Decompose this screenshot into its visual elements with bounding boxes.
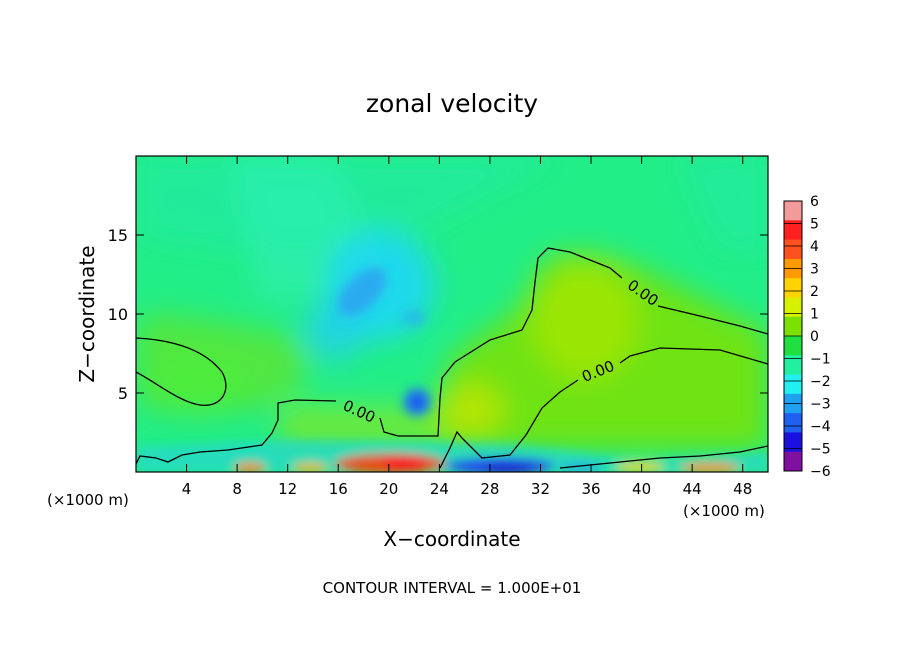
- colorbar-label: −3: [810, 397, 831, 413]
- colorbar-segment: [784, 201, 802, 221]
- y-axis-ticks: 5 10 15: [108, 226, 768, 403]
- colorbar-segment: [784, 432, 802, 453]
- contour-interval-note: CONTOUR INTERVAL = 1.000E+01: [323, 579, 582, 597]
- x-axis-ticks: 4 8 12 16 20 24 28 32 36 40 44 48: [182, 156, 752, 498]
- colorbar-segment: [784, 220, 802, 241]
- colorbar-segment: [784, 278, 802, 298]
- colorbar-label: 0: [810, 329, 819, 345]
- contour-left-lobe: [136, 337, 227, 406]
- colorbar-label: −5: [810, 442, 831, 458]
- x-tick-label: 20: [379, 480, 398, 498]
- x-tick-label: 44: [683, 480, 702, 498]
- colorbar-segment: [784, 316, 802, 337]
- colorbar-label: −6: [810, 464, 831, 480]
- plot-area: 0.00 0.00 0.00: [136, 156, 768, 472]
- colorbar-label: 5: [810, 217, 819, 233]
- colorbar-segment: [784, 374, 802, 395]
- x-tick-label: 8: [232, 480, 242, 498]
- x-tick-label: 24: [430, 480, 449, 498]
- colorbar-segment: [784, 297, 802, 318]
- x-tick-label: 32: [531, 480, 550, 498]
- x-tick-label: 40: [632, 480, 651, 498]
- colorbar-segment: [784, 413, 802, 433]
- x-tick-label: 12: [278, 480, 297, 498]
- colorbar-segment: [784, 451, 802, 472]
- colorbar-segment: [784, 355, 802, 376]
- y-axis-label: Z−coordinate: [75, 245, 99, 382]
- colorbar: 6 5 4 3 2 1 0 −1 −2 −3 −4 −5 −6: [783, 194, 831, 480]
- colorbar-label: −2: [810, 374, 831, 390]
- field-blobs: [136, 156, 768, 450]
- colorbar-label: 4: [810, 239, 819, 255]
- y-tick-label: 10: [108, 305, 128, 324]
- x-tick-label: 16: [329, 480, 348, 498]
- field-features: [136, 267, 768, 472]
- colorbar-segment: [784, 336, 802, 356]
- chart-title: zonal velocity: [366, 89, 538, 118]
- contour-lower-branch: [439, 347, 768, 469]
- x-tick-label: 28: [480, 480, 499, 498]
- y-tick-label: 15: [108, 226, 128, 245]
- colorbar-label: −4: [810, 419, 831, 435]
- contour-main: [136, 247, 768, 465]
- colorbar-segment: [784, 239, 802, 260]
- zero-contours: [136, 247, 768, 469]
- colorbar-label: −1: [810, 352, 831, 368]
- colorbar-label: 3: [810, 262, 819, 278]
- x-tick-label: 48: [733, 480, 752, 498]
- y-tick-label: 5: [118, 384, 128, 403]
- colorbar-label: 6: [810, 194, 819, 210]
- colorbar-label: 2: [810, 284, 819, 300]
- x-axis-label: X−coordinate: [383, 527, 520, 551]
- x-units-right: (×1000 m): [683, 502, 765, 520]
- colorbar-label: 1: [810, 307, 819, 323]
- contour-surface-right: [559, 445, 768, 469]
- x-tick-label: 4: [182, 480, 192, 498]
- x-units-left: (×1000 m): [47, 491, 129, 509]
- x-tick-label: 36: [581, 480, 600, 498]
